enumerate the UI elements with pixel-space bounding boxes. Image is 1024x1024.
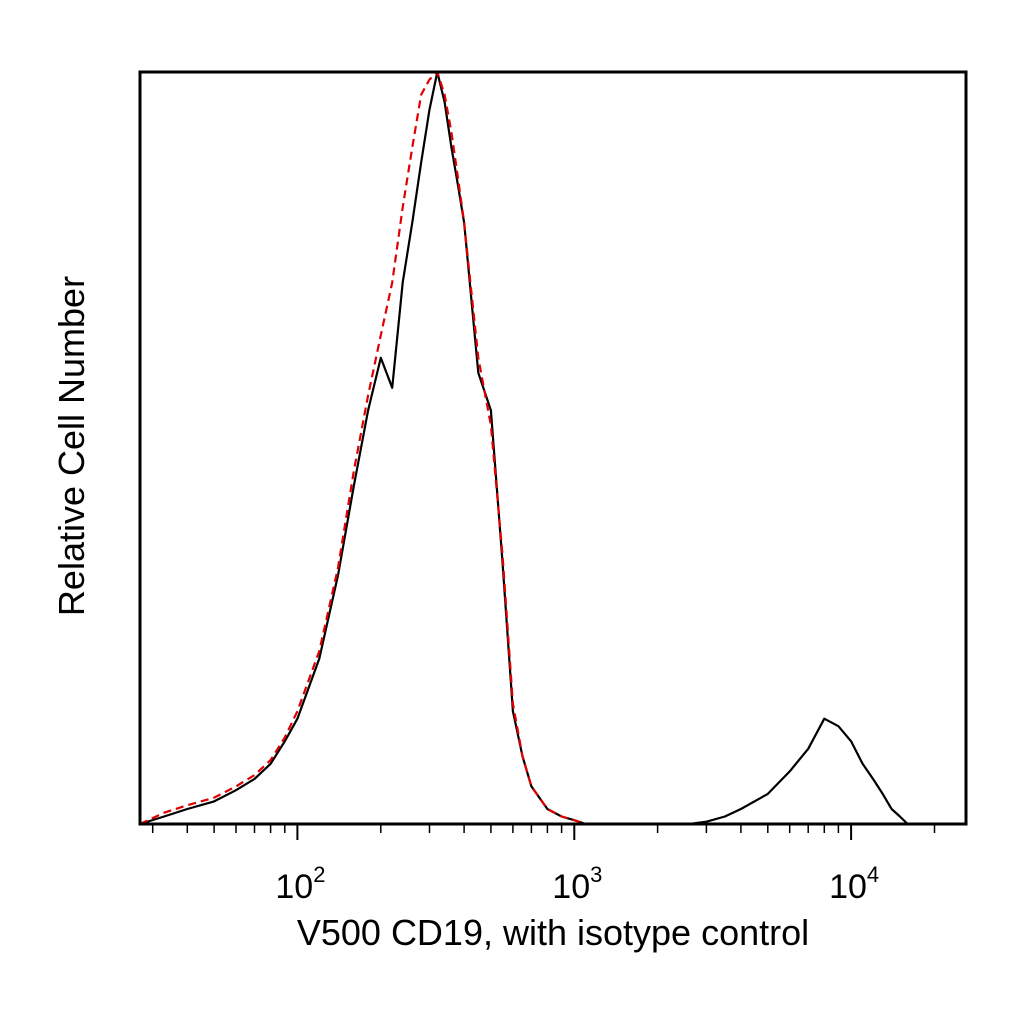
series-layer	[139, 70, 966, 826]
y-axis-title: Relative Cell Number	[51, 276, 92, 616]
x-tick-label: 103	[552, 862, 602, 906]
plot-frame	[138, 70, 968, 826]
x-tick-label: 104	[829, 862, 879, 906]
x-tick-labels: 102103104105	[275, 862, 879, 906]
series-line-2	[139, 70, 966, 826]
x-axis-title: V500 CD19, with isotype control	[297, 912, 809, 953]
x-tick-label: 102	[275, 862, 325, 906]
